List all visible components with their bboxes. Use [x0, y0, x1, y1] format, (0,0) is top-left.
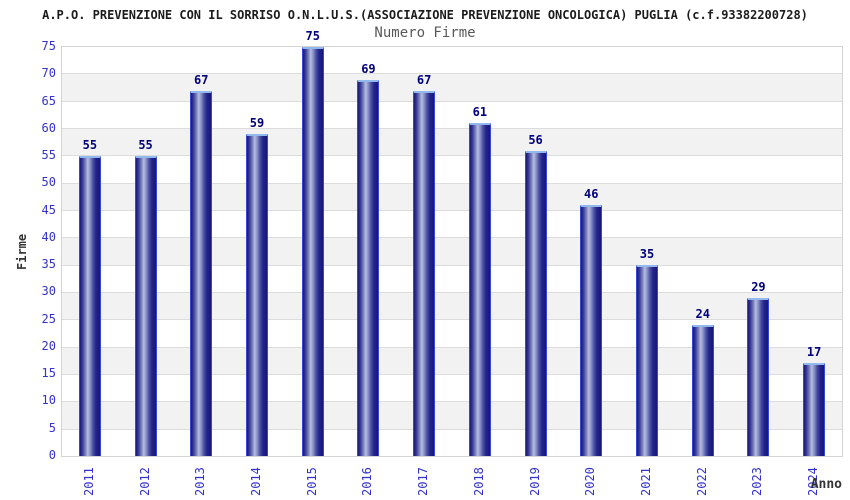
x-tick-label: 2015 — [305, 467, 319, 496]
x-tick-label: 2018 — [472, 467, 486, 496]
bar-2019 — [525, 151, 547, 456]
y-tick-label: 75 — [41, 39, 56, 53]
bar-value-label: 61 — [472, 105, 488, 119]
x-tick-label: 2021 — [639, 467, 653, 496]
bar-value-label: 69 — [361, 62, 376, 76]
x-tick-label: 2022 — [695, 467, 709, 496]
x-tick-label: 2020 — [583, 467, 597, 496]
bar-value-label: 55 — [82, 138, 98, 152]
chart-title: A.P.O. PREVENZIONE CON IL SORRISO O.N.L.… — [42, 8, 808, 22]
bar-2023 — [747, 298, 769, 456]
y-tick-label: 70 — [41, 66, 56, 81]
bars-layer: 55 55 67 59 75 69 67 61 56 46 35 24 29 17 — [62, 30, 842, 456]
bar-value-label: 55 — [138, 138, 153, 152]
x-tick-label: 2017 — [416, 467, 430, 496]
bar-2016 — [357, 80, 379, 456]
y-tick-label: 60 — [41, 120, 56, 135]
bar-value-label: 67 — [416, 73, 432, 87]
y-tick-label: 40 — [41, 229, 56, 244]
x-tick-label: 2013 — [193, 467, 207, 496]
plot-band — [62, 47, 842, 75]
bar-2015 — [302, 47, 324, 456]
bar-value-label: 17 — [806, 345, 822, 359]
y-tick-label: 55 — [41, 148, 56, 163]
chart-subtitle: Numero Firme — [374, 25, 476, 41]
y-tick-label: 0 — [48, 448, 56, 462]
x-tick-label: 2012 — [138, 467, 152, 496]
bar-2012 — [135, 156, 157, 456]
bar-2011 — [79, 156, 101, 456]
x-tick-label: 2011 — [82, 467, 96, 496]
bar-2018 — [469, 123, 491, 456]
y-tick-label: 50 — [41, 175, 56, 190]
y-tick-label: 30 — [41, 284, 56, 299]
y-tick-label: 45 — [41, 202, 56, 217]
bar-2022 — [692, 325, 714, 456]
bar-2021 — [636, 265, 658, 456]
bar-value-label: 67 — [194, 73, 209, 87]
bar-2017 — [413, 91, 435, 456]
y-tick-label: 15 — [41, 366, 56, 381]
bar-value-label: 75 — [305, 29, 320, 43]
bar-value-label: 24 — [695, 307, 710, 321]
bar-value-label: 56 — [528, 133, 543, 147]
bar-2014 — [246, 134, 268, 456]
bar-value-label: 46 — [584, 187, 599, 201]
bar-value-label: 59 — [249, 116, 265, 130]
x-tick-label: 2016 — [360, 467, 374, 496]
x-tick-label: 2019 — [528, 467, 542, 496]
bar-value-label: 35 — [639, 247, 655, 261]
y-tick-label: 25 — [41, 311, 56, 326]
x-tick-label: 2023 — [750, 467, 764, 496]
y-tick-label: 35 — [41, 257, 56, 272]
x-tick-label: 2014 — [249, 467, 263, 496]
y-tick-label: 65 — [41, 93, 56, 108]
bar-2024 — [803, 363, 825, 456]
x-axis-title: Anno — [810, 477, 842, 492]
y-tick-label: 5 — [48, 420, 56, 435]
bar-2013 — [190, 91, 212, 456]
bar-2020 — [580, 205, 602, 456]
bar-value-label: 29 — [751, 280, 766, 294]
y-tick-label: 10 — [41, 393, 56, 408]
plot-area: 55 55 67 59 75 69 67 61 56 46 35 24 29 17 — [61, 30, 843, 457]
y-tick-label: 20 — [41, 338, 56, 353]
